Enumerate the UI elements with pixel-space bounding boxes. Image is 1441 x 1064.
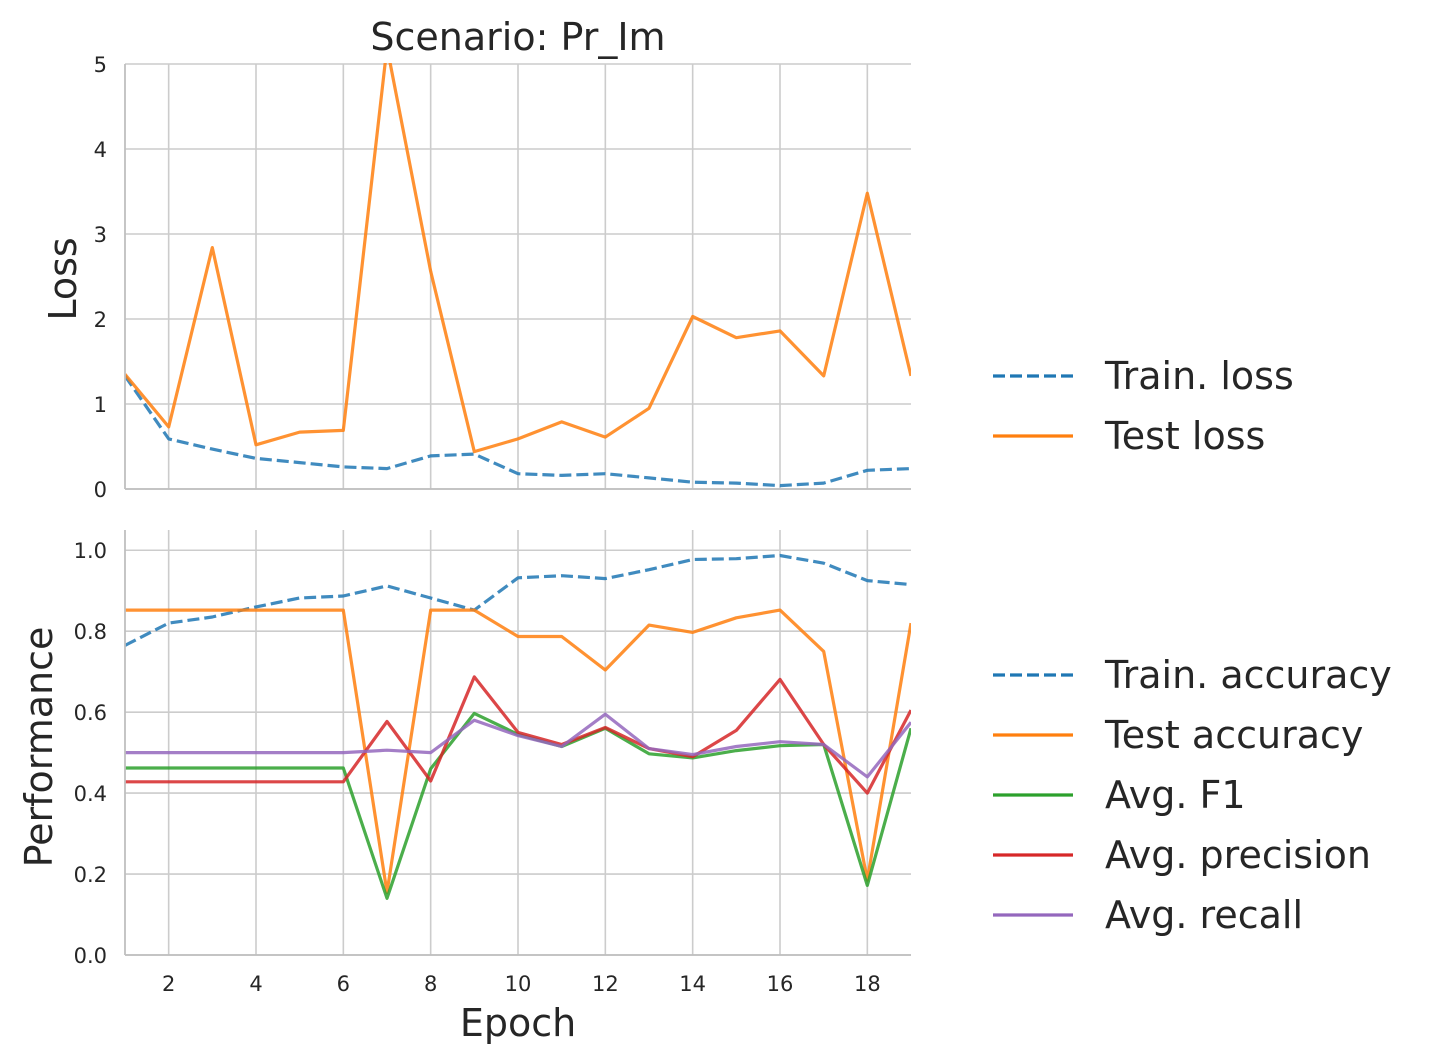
- loss-y-tick-label: 0: [94, 478, 107, 502]
- performance-y-axis-label: Performance: [17, 627, 61, 868]
- x-tick-label: 6: [337, 972, 350, 996]
- loss-y-tick-label: 4: [94, 138, 107, 162]
- train-loss-legend-label: Train. loss: [1104, 354, 1294, 398]
- avg-recall-line: [125, 712, 911, 779]
- loss-y-tick-label: 3: [94, 223, 107, 247]
- loss-panel: 0 1 2 3 4 5 Loss: [41, 53, 911, 502]
- avg-precision-legend-label: Avg. precision: [1105, 833, 1371, 877]
- train-loss-line: [125, 374, 911, 488]
- test-accuracy-legend-label: Test accuracy: [1104, 713, 1363, 757]
- performance-y-tick-label: 0.4: [74, 782, 107, 806]
- loss-y-tick-label: 1: [94, 393, 107, 417]
- loss-y-tick-label: 2: [94, 308, 107, 332]
- loss-legend: Train. loss Test loss: [993, 354, 1294, 458]
- performance-y-tick-label: 0.8: [74, 620, 107, 644]
- chart-title: Scenario: Pr_Im: [370, 15, 665, 59]
- test-accuracy-line: [125, 608, 911, 894]
- performance-y-tick-label: 1.0: [74, 539, 107, 563]
- performance-y-tick-label: 0.0: [74, 944, 107, 968]
- loss-grid: [125, 63, 911, 490]
- performance-y-tick-label: 0.2: [74, 863, 107, 887]
- x-tick-label: 2: [162, 972, 175, 996]
- loss-y-tick-label: 5: [94, 53, 107, 77]
- x-tick-label: 10: [505, 972, 532, 996]
- performance-panel: 2 4 6 8 10 12 14 16 18 0.0 0.2 0.4 0.6 0.8 1.0 Perform…: [17, 530, 911, 996]
- test-loss-line: [125, 63, 911, 454]
- avg-precision-line: [125, 675, 911, 795]
- performance-legend: Train. accuracy Test accuracy Avg. F1 Avg. …: [993, 653, 1392, 937]
- loss-lines: [125, 63, 911, 488]
- train-accuracy-line: [125, 553, 911, 647]
- avg-f1-legend-label: Avg. F1: [1105, 773, 1246, 817]
- x-tick-label: 4: [249, 972, 262, 996]
- performance-lines: [125, 553, 911, 900]
- x-tick-label: 8: [424, 972, 437, 996]
- train-accuracy-legend-label: Train. accuracy: [1104, 653, 1392, 697]
- x-tick-label: 12: [592, 972, 619, 996]
- x-axis-label: Epoch: [460, 1001, 576, 1045]
- loss-axes: 0 1 2 3 4 5: [94, 53, 911, 502]
- x-tick-label: 18: [854, 972, 881, 996]
- loss-y-axis-label: Loss: [41, 237, 85, 320]
- performance-axes: 2 4 6 8 10 12 14 16 18 0.0 0.2 0.4 0.6 0.8 1.0: [74, 530, 911, 996]
- performance-y-tick-label: 0.6: [74, 701, 107, 725]
- x-tick-label: 14: [679, 972, 706, 996]
- test-loss-legend-label: Test loss: [1104, 414, 1265, 458]
- x-tick-label: 16: [767, 972, 794, 996]
- avg-recall-legend-label: Avg. recall: [1105, 893, 1303, 937]
